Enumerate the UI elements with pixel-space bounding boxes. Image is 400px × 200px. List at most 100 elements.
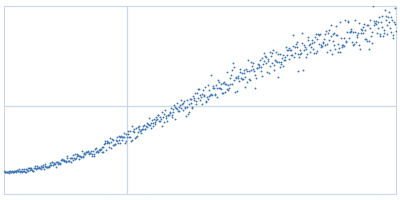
Point [116, 135, 122, 138]
Point [243, 67, 249, 70]
Point [106, 146, 112, 149]
Point [363, 37, 369, 40]
Point [292, 52, 298, 55]
Point [380, 34, 386, 37]
Point [28, 167, 35, 170]
Point [124, 135, 130, 138]
Point [272, 51, 279, 54]
Point [272, 58, 278, 61]
Point [185, 110, 192, 114]
Point [152, 122, 158, 125]
Point [248, 61, 254, 64]
Point [194, 92, 200, 95]
Point [158, 124, 165, 128]
Point [312, 32, 319, 35]
Point [41, 165, 48, 168]
Point [146, 124, 152, 127]
Point [246, 70, 252, 73]
Point [54, 161, 61, 164]
Point [319, 44, 325, 47]
Point [130, 128, 137, 131]
Point [190, 95, 196, 98]
Point [69, 156, 75, 159]
Point [172, 105, 178, 109]
Point [174, 107, 181, 111]
Point [218, 88, 224, 91]
Point [337, 20, 344, 24]
Point [11, 169, 18, 172]
Point [207, 93, 213, 96]
Point [127, 135, 134, 139]
Point [40, 163, 46, 167]
Point [304, 52, 310, 55]
Point [376, 15, 382, 18]
Point [386, 21, 393, 24]
Point [16, 169, 23, 172]
Point [78, 155, 84, 159]
Point [83, 151, 90, 154]
Point [361, 22, 367, 25]
Point [98, 150, 105, 153]
Point [322, 44, 328, 47]
Point [124, 130, 131, 133]
Point [339, 45, 346, 49]
Point [158, 117, 164, 120]
Point [8, 170, 14, 173]
Point [360, 26, 366, 29]
Point [327, 48, 333, 51]
Point [354, 35, 360, 39]
Point [351, 42, 357, 45]
Point [56, 161, 62, 165]
Point [206, 95, 213, 98]
Point [185, 112, 191, 116]
Point [177, 103, 183, 106]
Point [350, 30, 357, 33]
Point [388, 16, 394, 19]
Point [257, 59, 263, 62]
Point [136, 125, 143, 128]
Point [278, 60, 284, 63]
Point [178, 99, 184, 102]
Point [341, 45, 348, 48]
Point [261, 51, 268, 55]
Point [298, 41, 305, 44]
Point [50, 163, 56, 166]
Point [159, 110, 166, 114]
Point [119, 135, 126, 138]
Point [391, 21, 397, 24]
Point [117, 136, 123, 139]
Point [164, 114, 171, 117]
Point [110, 139, 116, 142]
Point [111, 144, 117, 147]
Point [368, 30, 375, 33]
Point [149, 119, 155, 122]
Point [93, 147, 100, 150]
Point [238, 77, 244, 80]
Point [259, 74, 265, 77]
Point [228, 68, 235, 71]
Point [33, 167, 39, 170]
Point [176, 109, 182, 112]
Point [91, 154, 98, 157]
Point [216, 86, 222, 89]
Point [240, 72, 247, 75]
Point [94, 149, 100, 152]
Point [68, 157, 74, 160]
Point [83, 150, 89, 153]
Point [350, 43, 356, 46]
Point [393, 29, 399, 32]
Point [346, 37, 352, 40]
Point [313, 51, 319, 54]
Point [163, 114, 170, 117]
Point [142, 127, 148, 130]
Point [336, 46, 342, 49]
Point [195, 96, 202, 99]
Point [373, 22, 380, 25]
Point [356, 22, 362, 25]
Point [303, 55, 310, 59]
Point [52, 162, 58, 166]
Point [114, 136, 120, 139]
Point [219, 91, 225, 94]
Point [9, 170, 15, 173]
Point [88, 153, 95, 156]
